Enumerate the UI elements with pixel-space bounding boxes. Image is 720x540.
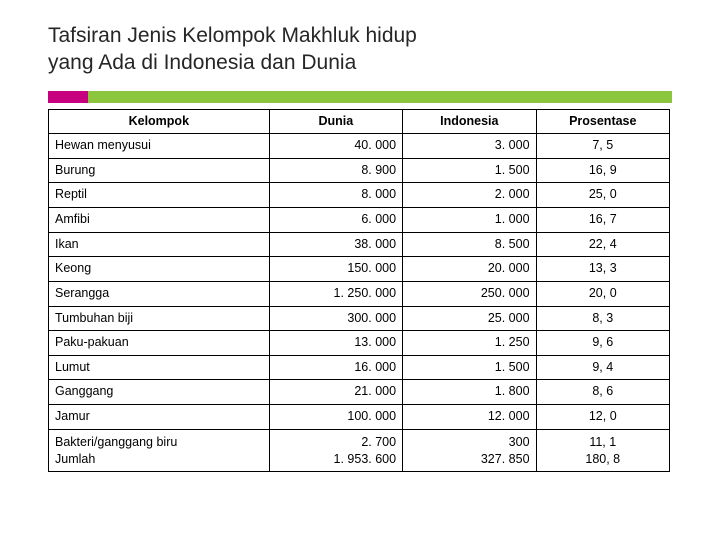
- title-line-2: yang Ada di Indonesia dan Dunia: [48, 51, 356, 74]
- table-header-row: Kelompok Dunia Indonesia Prosentase: [49, 109, 670, 134]
- cell-kelompok: Tumbuhan biji: [49, 306, 270, 331]
- cell-indonesia: 250. 000: [403, 281, 536, 306]
- cell-dunia: 150. 000: [269, 257, 402, 282]
- cell-indonesia: 3. 000: [403, 134, 536, 159]
- cell-prosentase: 13, 3: [536, 257, 669, 282]
- cell-kelompok: Ganggang: [49, 380, 270, 405]
- accent-bar: [48, 91, 672, 103]
- cell-indonesia: 8. 500: [403, 232, 536, 257]
- slide: Tafsiran Jenis Kelompok Makhluk hidup ya…: [0, 0, 720, 482]
- cell-kelompok: Hewan menyusui: [49, 134, 270, 159]
- cell-dunia: 8. 000: [269, 183, 402, 208]
- last-kel-2: Jumlah: [55, 452, 95, 466]
- table-row: Tumbuhan biji300. 00025. 0008, 3: [49, 306, 670, 331]
- cell-prosentase: 9, 4: [536, 355, 669, 380]
- cell-indonesia: 300 327. 850: [403, 429, 536, 472]
- cell-kelompok: Keong: [49, 257, 270, 282]
- cell-kelompok: Jamur: [49, 405, 270, 430]
- cell-prosentase: 7, 5: [536, 134, 669, 159]
- table-row: Reptil8. 0002. 00025, 0: [49, 183, 670, 208]
- last-pros-2: 180, 8: [585, 452, 620, 466]
- cell-indonesia: 20. 000: [403, 257, 536, 282]
- last-indo-1: 300: [509, 435, 530, 449]
- cell-kelompok: Burung: [49, 158, 270, 183]
- table-row-last: Bakteri/ganggang biru Jumlah 2. 700 1. 953.…: [49, 429, 670, 472]
- cell-prosentase: 12, 0: [536, 405, 669, 430]
- cell-indonesia: 1. 000: [403, 208, 536, 233]
- cell-indonesia: 1. 800: [403, 380, 536, 405]
- cell-dunia: 21. 000: [269, 380, 402, 405]
- table-row: Amfibi6. 0001. 00016, 7: [49, 208, 670, 233]
- cell-prosentase: 20, 0: [536, 281, 669, 306]
- table-row: Burung8. 9001. 50016, 9: [49, 158, 670, 183]
- table-row: Ikan38. 0008. 50022, 4: [49, 232, 670, 257]
- cell-dunia: 8. 900: [269, 158, 402, 183]
- cell-kelompok: Reptil: [49, 183, 270, 208]
- cell-indonesia: 2. 000: [403, 183, 536, 208]
- last-pros-1: 11, 1: [589, 435, 616, 449]
- slide-title: Tafsiran Jenis Kelompok Makhluk hidup ya…: [48, 22, 672, 77]
- cell-kelompok: Ikan: [49, 232, 270, 257]
- cell-prosentase: 11, 1 180, 8: [536, 429, 669, 472]
- accent-green: [88, 91, 672, 103]
- species-table: Kelompok Dunia Indonesia Prosentase Hewa…: [48, 109, 670, 473]
- cell-kelompok: Lumut: [49, 355, 270, 380]
- table-row: Paku-pakuan13. 0001. 2509, 6: [49, 331, 670, 356]
- cell-kelompok: Serangga: [49, 281, 270, 306]
- title-line-1: Tafsiran Jenis Kelompok Makhluk hidup: [48, 24, 417, 47]
- last-indo-2: 327. 850: [481, 452, 530, 466]
- cell-prosentase: 8, 3: [536, 306, 669, 331]
- cell-dunia: 6. 000: [269, 208, 402, 233]
- table-row: Serangga1. 250. 000250. 00020, 0: [49, 281, 670, 306]
- col-dunia: Dunia: [269, 109, 402, 134]
- col-prosentase: Prosentase: [536, 109, 669, 134]
- cell-prosentase: 25, 0: [536, 183, 669, 208]
- table-row: Ganggang21. 0001. 8008, 6: [49, 380, 670, 405]
- cell-kelompok: Bakteri/ganggang biru Jumlah: [49, 429, 270, 472]
- cell-dunia: 38. 000: [269, 232, 402, 257]
- accent-pink: [48, 91, 88, 103]
- last-kel-1: Bakteri/ganggang biru: [55, 435, 177, 449]
- last-dunia-1: 2. 700: [361, 435, 396, 449]
- col-indonesia: Indonesia: [403, 109, 536, 134]
- cell-kelompok: Amfibi: [49, 208, 270, 233]
- col-kelompok: Kelompok: [49, 109, 270, 134]
- cell-prosentase: 8, 6: [536, 380, 669, 405]
- table-body: Hewan menyusui40. 0003. 0007, 5Burung8. …: [49, 134, 670, 472]
- table-row: Keong150. 00020. 00013, 3: [49, 257, 670, 282]
- cell-indonesia: 1. 500: [403, 158, 536, 183]
- cell-dunia: 300. 000: [269, 306, 402, 331]
- cell-dunia: 2. 700 1. 953. 600: [269, 429, 402, 472]
- cell-dunia: 100. 000: [269, 405, 402, 430]
- cell-indonesia: 12. 000: [403, 405, 536, 430]
- cell-dunia: 16. 000: [269, 355, 402, 380]
- table-container: Kelompok Dunia Indonesia Prosentase Hewa…: [48, 109, 672, 473]
- cell-dunia: 1. 250. 000: [269, 281, 402, 306]
- cell-prosentase: 16, 7: [536, 208, 669, 233]
- cell-indonesia: 1. 500: [403, 355, 536, 380]
- cell-prosentase: 22, 4: [536, 232, 669, 257]
- last-dunia-2: 1. 953. 600: [334, 452, 397, 466]
- cell-dunia: 13. 000: [269, 331, 402, 356]
- table-row: Hewan menyusui40. 0003. 0007, 5: [49, 134, 670, 159]
- cell-dunia: 40. 000: [269, 134, 402, 159]
- cell-indonesia: 1. 250: [403, 331, 536, 356]
- table-row: Jamur100. 00012. 00012, 0: [49, 405, 670, 430]
- cell-indonesia: 25. 000: [403, 306, 536, 331]
- table-row: Lumut16. 0001. 5009, 4: [49, 355, 670, 380]
- cell-prosentase: 16, 9: [536, 158, 669, 183]
- cell-prosentase: 9, 6: [536, 331, 669, 356]
- cell-kelompok: Paku-pakuan: [49, 331, 270, 356]
